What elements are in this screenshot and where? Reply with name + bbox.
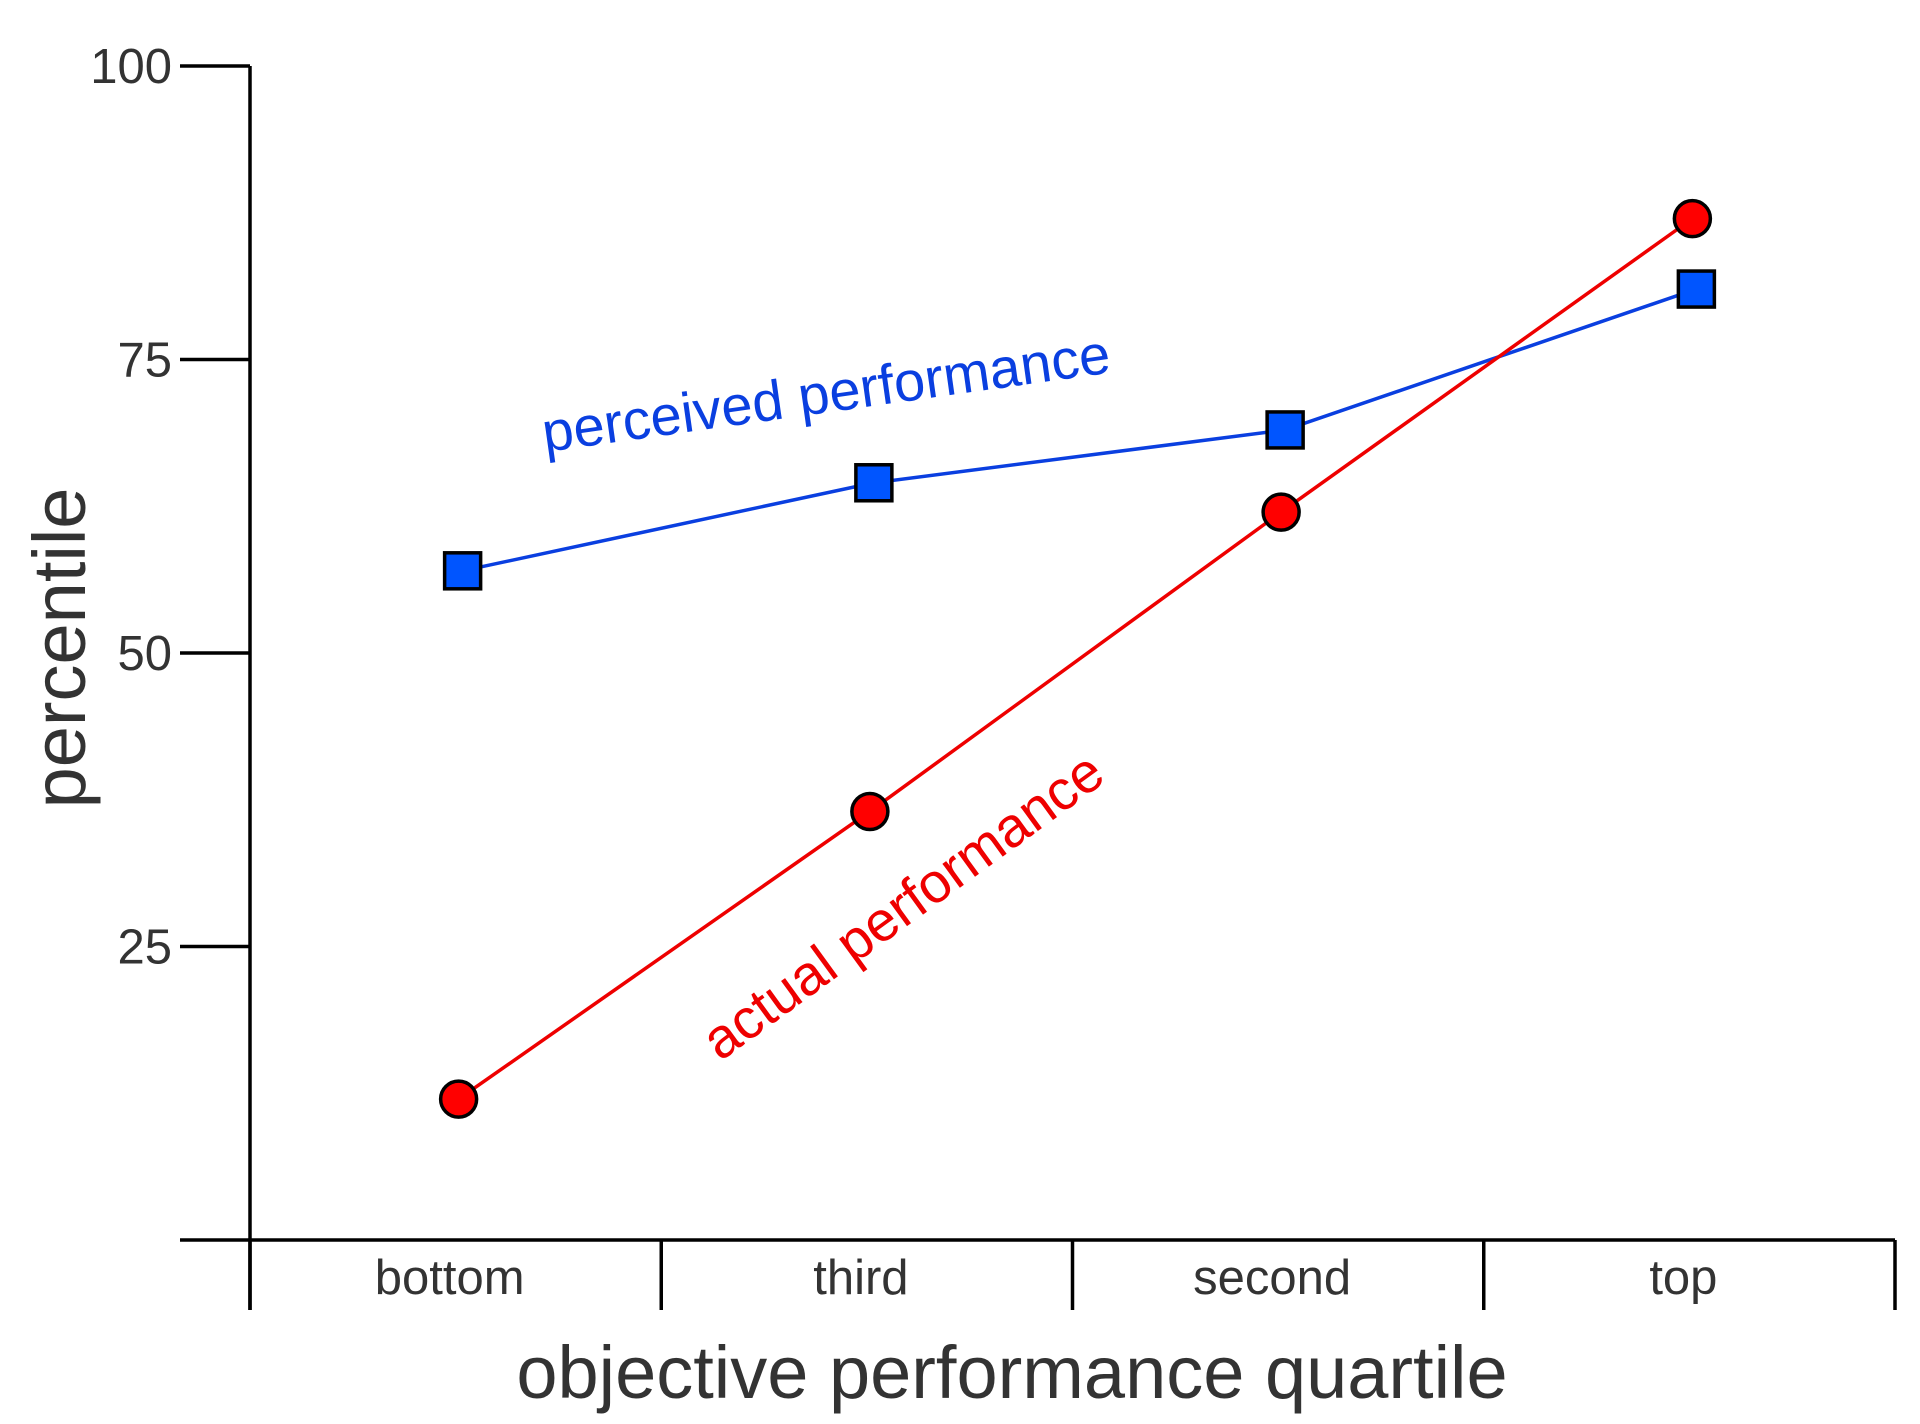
series-lines [457, 217, 1697, 1101]
y-tick-label-25: 25 [117, 921, 172, 975]
x-tick-label-third: third [813, 1251, 908, 1305]
y-tick-label-75: 75 [117, 334, 172, 388]
series-line-perceived-performance [462, 287, 1697, 573]
marker-perceived-performance-third [854, 463, 894, 503]
y-axis-ticks: 25 50 75 100 [90, 40, 250, 975]
x-tick-label-bottom: bottom [375, 1251, 525, 1305]
x-axis-title: objective performance quartile [516, 1331, 1507, 1414]
y-tick-label-50: 50 [117, 627, 172, 681]
marker-perceived-performance-top [1676, 269, 1717, 309]
y-axis-title: percentile [18, 488, 101, 809]
series-label-perceived-performance: perceived performance [538, 322, 1114, 464]
series-line-actual-performance [457, 217, 1694, 1101]
series-markers [438, 198, 1717, 1119]
marker-actual-performance-top [1672, 198, 1713, 239]
axes [180, 66, 1895, 1310]
y-tick-label-100: 100 [90, 40, 172, 94]
marker-actual-performance-second [1261, 492, 1301, 532]
marker-actual-performance-third [850, 791, 890, 832]
marker-perceived-performance-second [1265, 410, 1305, 450]
marker-actual-performance-bottom [438, 1079, 479, 1119]
x-axis-categories: bottom third second top [248, 1240, 1897, 1310]
x-tick-label-top: top [1649, 1251, 1717, 1305]
x-tick-label-second: second [1193, 1251, 1351, 1305]
marker-perceived-performance-bottom [442, 551, 483, 591]
